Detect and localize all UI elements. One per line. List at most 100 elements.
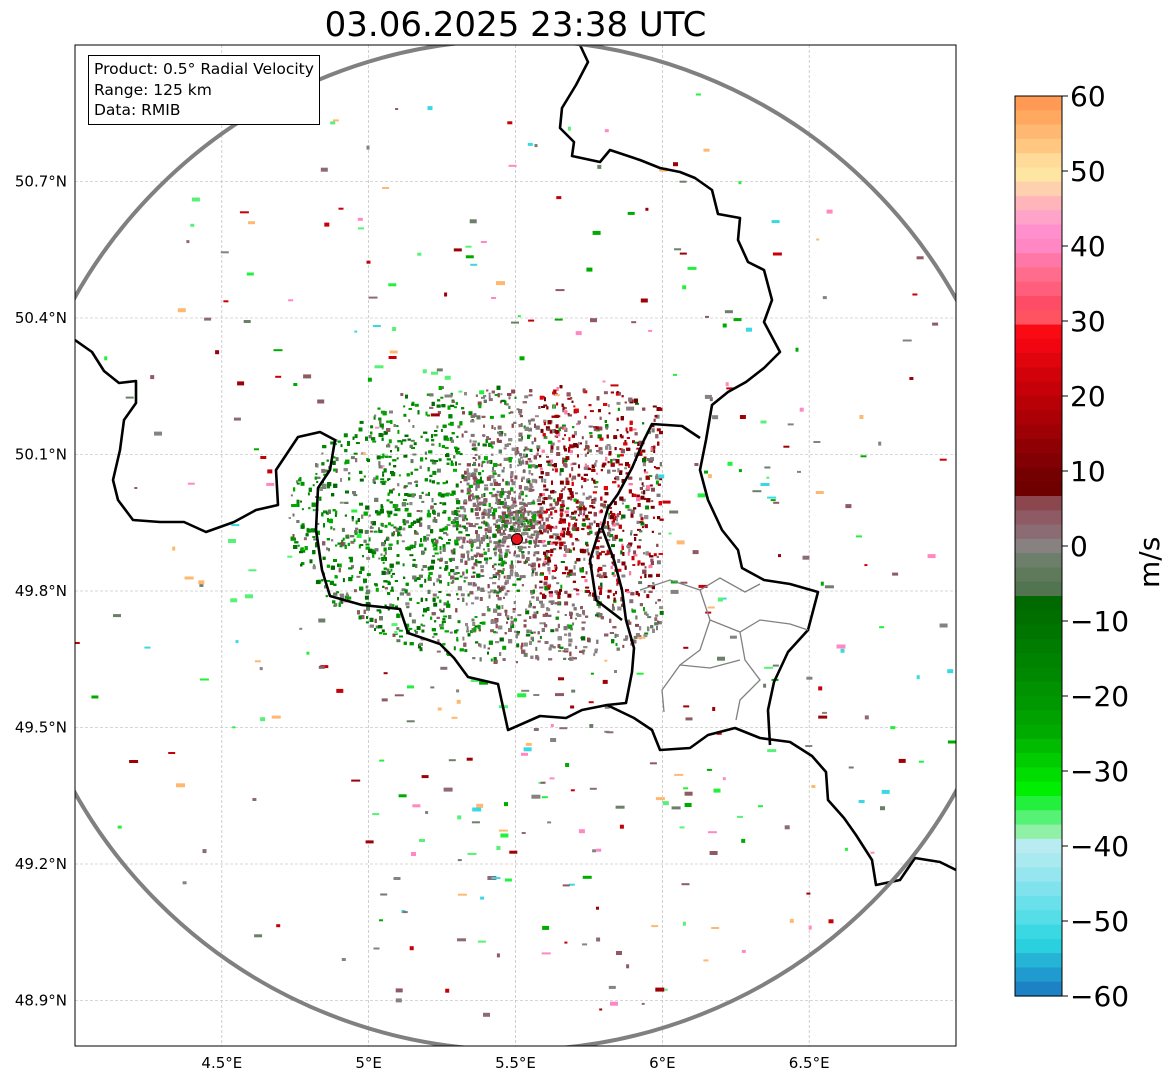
colorbar-segment: [1015, 138, 1062, 154]
product-info-box: Product: 0.5° Radial Velocity Range: 125…: [88, 55, 320, 125]
colorbar-segment: [1015, 96, 1062, 111]
colorbar-segment: [1015, 538, 1062, 554]
colorbar-tick-label: 50: [1070, 155, 1106, 188]
colorbar-segment: [1015, 710, 1062, 726]
colorbar-segment: [1015, 796, 1062, 811]
colorbar-segment: [1015, 524, 1062, 540]
colorbar-segment: [1015, 781, 1062, 797]
colorbar-segment: [1015, 238, 1062, 254]
y-tick-label: 50.4°N: [15, 309, 67, 327]
colorbar-segment: [1015, 638, 1062, 654]
info-product: Product: 0.5° Radial Velocity: [94, 60, 314, 78]
border-france-south: [606, 703, 956, 887]
colorbar-segment: [1015, 324, 1062, 340]
border-luxembourg-west: [588, 527, 623, 622]
colorbar-tick-label: −60: [1070, 980, 1129, 1013]
country-borders: [75, 45, 956, 887]
colorbar-segment: [1015, 596, 1062, 611]
colorbar-tick-label: 30: [1070, 305, 1106, 338]
colorbar-segment: [1015, 938, 1062, 954]
radar-site-marker: [510, 533, 523, 546]
colorbar-tick-label: 40: [1070, 230, 1106, 263]
colorbar-segment: [1015, 353, 1062, 369]
colorbar-segment: [1015, 496, 1062, 511]
colorbar-segment: [1015, 281, 1062, 297]
y-tick-label: 50.7°N: [15, 173, 67, 191]
colorbar-tick-label: −20: [1070, 680, 1129, 713]
colorbar-segment: [1015, 510, 1062, 526]
colorbar-segment: [1015, 824, 1062, 840]
plot-frame: [74, 44, 957, 1047]
velocity-colorbar: 60 50 40 30 20 10 0 −10 −20 −30 −40 −50 −60: [1014, 80, 1129, 1013]
info-range: Range: 125 km: [94, 80, 212, 99]
colorbar-segment: [1015, 296, 1062, 311]
colorbar-segment: [1015, 367, 1062, 383]
colorbar-segment: [1015, 553, 1062, 569]
colorbar-segment: [1015, 767, 1062, 783]
border-germany: [558, 45, 820, 746]
colorbar-segment: [1015, 267, 1062, 283]
colorbar-segment: [1015, 853, 1062, 869]
info-data-source: Data: RMIB: [94, 101, 181, 119]
colorbar-segment: [1015, 610, 1062, 626]
colorbar-segment: [1015, 224, 1062, 240]
y-tick-label: 49.2°N: [15, 855, 67, 873]
colorbar-tick-label: 60: [1070, 80, 1106, 113]
colorbar-segment: [1015, 438, 1062, 454]
colorbar-tick-label: −30: [1070, 755, 1129, 788]
colorbar-segment: [1015, 896, 1062, 911]
colorbar-segment: [1015, 167, 1062, 183]
map-title: 03.06.2025 23:38 UTC: [324, 5, 707, 45]
colorbar-segment: [1015, 724, 1062, 740]
x-tick-label: 5.5°E: [495, 1054, 536, 1072]
colorbar-segment: [1015, 953, 1062, 969]
colorbar-segment: [1015, 696, 1062, 711]
colorbar-segment: [1015, 181, 1062, 197]
colorbar-segment: [1015, 753, 1062, 769]
y-tick-label: 48.9°N: [15, 992, 67, 1010]
colorbar-segment: [1015, 481, 1062, 497]
border-belgium-luxembourg: [75, 338, 701, 732]
x-tick-label: 4.5°E: [201, 1054, 242, 1072]
colorbar-segment: [1015, 681, 1062, 697]
colorbar-segment: [1015, 653, 1062, 669]
colorbar-segment: [1015, 581, 1062, 597]
colorbar-segment: [1015, 838, 1062, 854]
y-axis-ticks: 48.9°N 49.2°N 49.5°N 49.8°N 50.1°N 50.4°N 50.7…: [15, 173, 67, 1010]
colorbar-segment: [1015, 338, 1062, 354]
colorbar-tick-label: −10: [1070, 605, 1129, 638]
colorbar-segment: [1015, 253, 1062, 269]
colorbar-segment: [1015, 424, 1062, 440]
colorbar-segment: [1015, 624, 1062, 640]
colorbar-segment: [1015, 396, 1062, 411]
colorbar-tick-label: 0: [1070, 530, 1088, 563]
colorbar-segment: [1015, 567, 1062, 583]
x-tick-label: 6°E: [649, 1054, 676, 1072]
colorbar-tick-label: −40: [1070, 830, 1129, 863]
colorbar-segment: [1015, 410, 1062, 426]
colorbar-segment: [1015, 210, 1062, 226]
colorbar-segment: [1015, 910, 1062, 926]
y-tick-label: 49.8°N: [15, 582, 67, 600]
colorbar-segment: [1015, 981, 1062, 997]
colorbar-tick-label: −50: [1070, 905, 1129, 938]
colorbar-segment: [1015, 667, 1062, 683]
colorbar-segment: [1015, 196, 1062, 211]
colorbar-segment: [1015, 381, 1062, 397]
colorbar-segment: [1015, 310, 1062, 326]
colorbar-tick-label: 20: [1070, 380, 1106, 413]
colorbar-segment: [1015, 924, 1062, 940]
radar-echoes: [75, 93, 956, 1017]
x-tick-label: 5°E: [355, 1054, 382, 1072]
colorbar-segment: [1015, 738, 1062, 754]
x-tick-label: 6.5°E: [789, 1054, 830, 1072]
colorbar-segment: [1015, 153, 1062, 169]
y-tick-label: 50.1°N: [15, 446, 67, 464]
colorbar-segment: [1015, 967, 1062, 983]
admin-boundaries: [639, 577, 809, 721]
colorbar-unit-label: m/s: [1133, 536, 1166, 588]
colorbar-segment: [1015, 124, 1062, 140]
x-axis-ticks: 4.5°E 5°E 5.5°E 6°E 6.5°E: [201, 1054, 829, 1072]
colorbar-tick-label: 10: [1070, 455, 1106, 488]
